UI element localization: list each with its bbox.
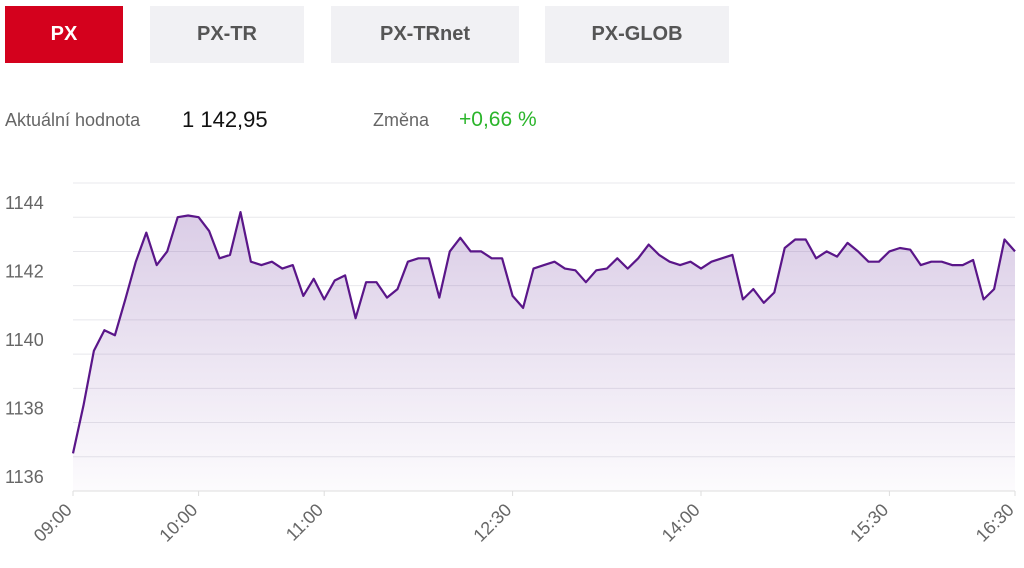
value: 1 142,95	[182, 107, 268, 132]
tab[interactable]: PX	[5, 6, 123, 63]
x-tick-label: 11:00	[282, 500, 327, 545]
x-tick-label: 10:00	[155, 500, 201, 546]
line	[71, 211, 1016, 454]
y-tick-label: 1144	[5, 193, 44, 213]
value-label: Aktuální hodnota	[5, 110, 141, 130]
y-tick-label: 1138	[5, 399, 44, 419]
y-tick-label: 1136	[5, 467, 44, 487]
x-tick-label: 09:00	[30, 500, 76, 546]
x-tick-label: 12:30	[469, 500, 515, 546]
x-tick-label: 15:30	[846, 500, 892, 546]
x-tick-label: 16:30	[972, 500, 1018, 546]
tab[interactable]: PX-TRnet	[331, 6, 519, 63]
tab[interactable]: PX-TR	[150, 6, 304, 63]
change: +0,66 %	[459, 108, 537, 131]
area	[73, 212, 1015, 491]
tab[interactable]: PX-GLOB	[545, 6, 729, 63]
x-tick-label: 14:00	[658, 500, 704, 546]
y-tick-label: 1140	[5, 330, 44, 350]
y-tick-label: 1142	[5, 262, 44, 282]
change-label: Změna	[373, 110, 430, 130]
